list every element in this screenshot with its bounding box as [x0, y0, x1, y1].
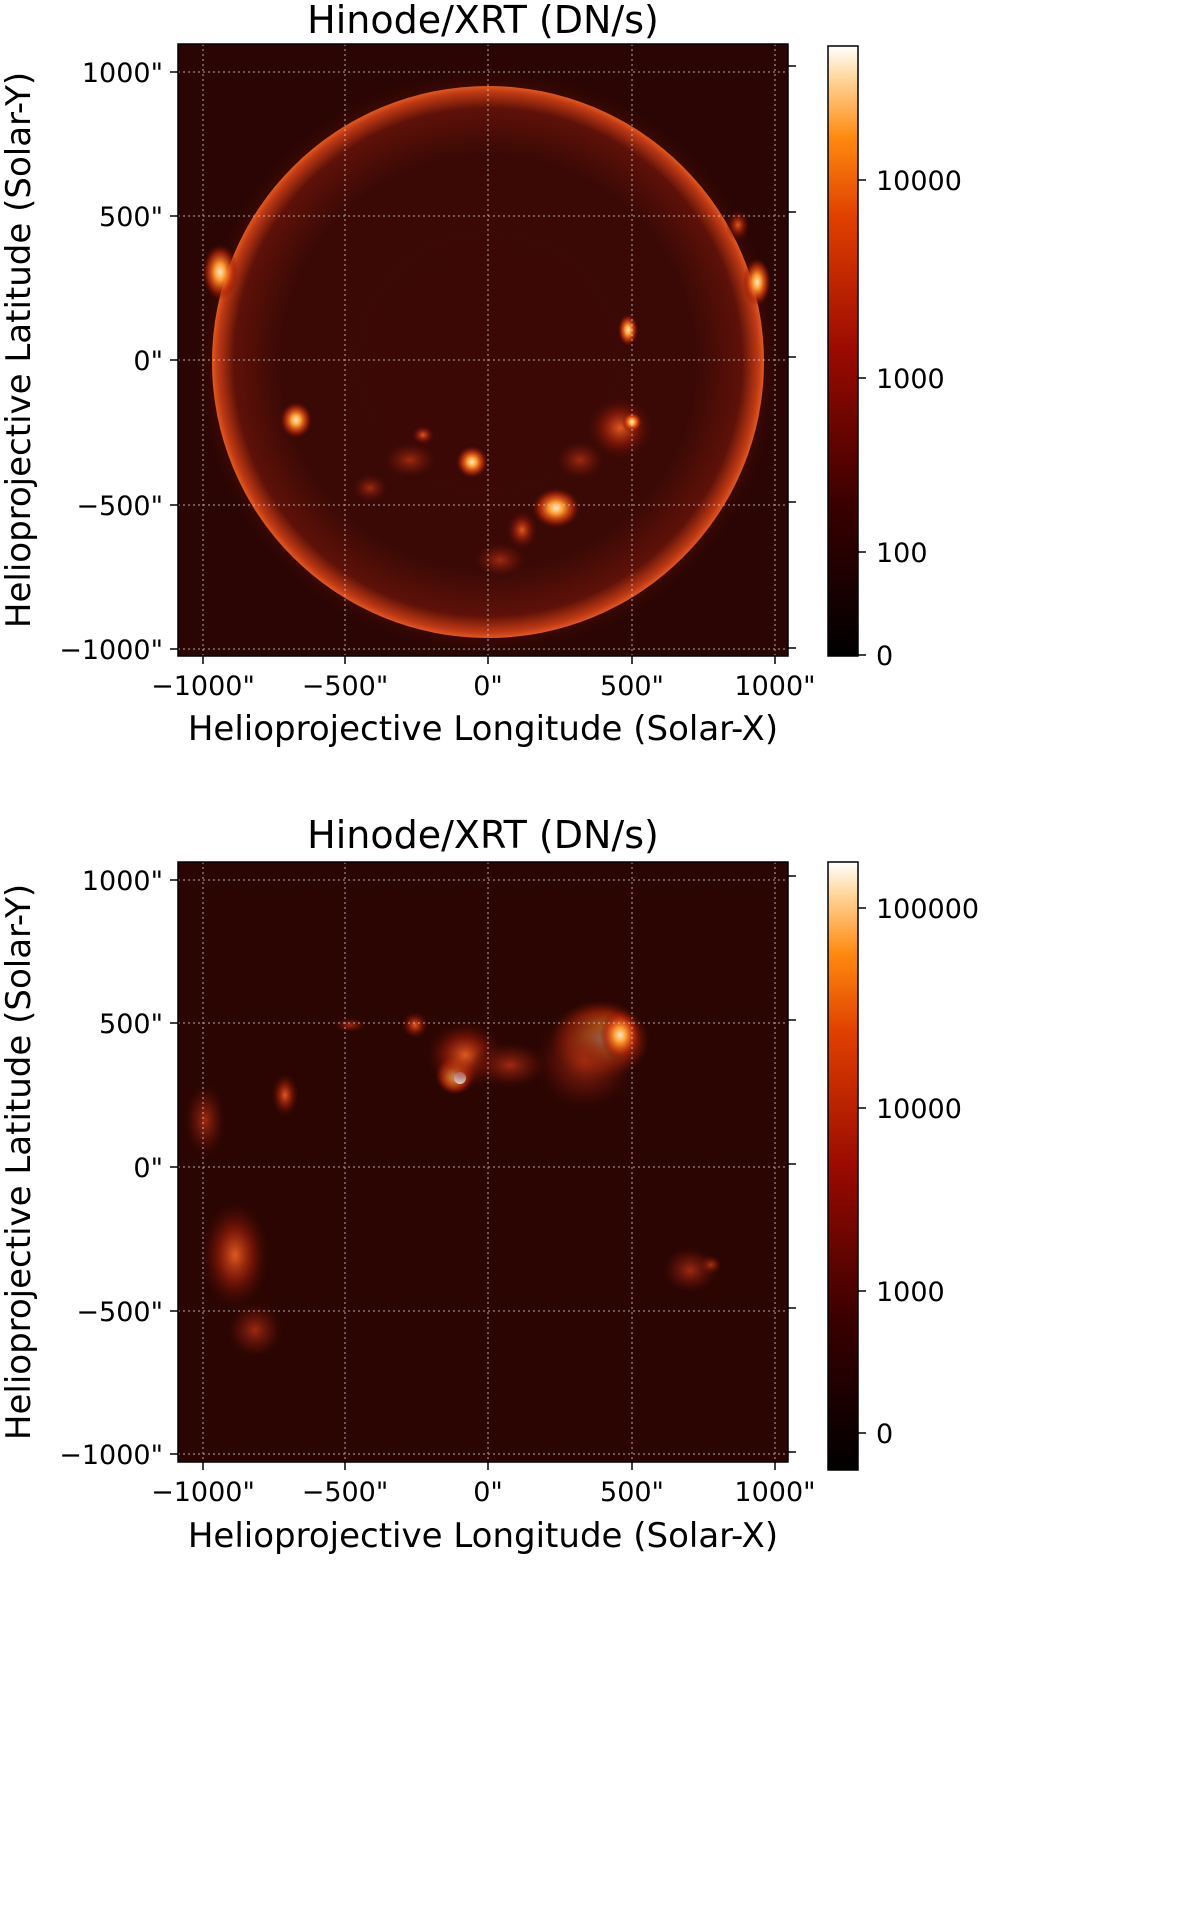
- colorbar-tick-label: 10000: [876, 166, 962, 197]
- panel-1: Hinode/XRT (DN/s): [0, 0, 962, 749]
- panel-1-frame: [177, 43, 789, 657]
- panel-1-x-tick-labels: −1000" −500" 0" 500" 1000": [151, 671, 815, 702]
- x-tick-label: −1000": [151, 1477, 255, 1508]
- panel-2-title: Hinode/XRT (DN/s): [307, 813, 659, 857]
- x-tick-label: 500": [600, 671, 664, 702]
- panel-2-grid: [178, 862, 788, 1462]
- x-tick-label: 1000": [734, 1477, 815, 1508]
- y-tick-label: 500": [99, 202, 163, 233]
- panel-2-image: [178, 862, 788, 1462]
- panel-1-image: [178, 44, 788, 656]
- y-tick-label: 0": [133, 1153, 163, 1184]
- panel-1-colorbar: 10000 1000 100 0: [827, 45, 962, 672]
- panel-1-ylabel: Helioprojective Latitude (Solar-Y): [0, 72, 39, 628]
- panel-2-x-tick-labels: −1000" −500" 0" 500" 1000": [151, 1477, 815, 1508]
- y-tick-label: −500": [76, 491, 163, 522]
- x-tick-label: −1000": [151, 671, 255, 702]
- colorbar: [827, 861, 859, 1471]
- panel-2-frame: [177, 861, 789, 1463]
- colorbar-tick-label: 1000: [876, 364, 945, 395]
- panel-1-y-tick-labels: 1000" 500" 0" −500" −1000": [59, 58, 163, 666]
- panel-1-xlabel: Helioprojective Longitude (Solar-X): [188, 709, 778, 749]
- colorbar: [827, 45, 859, 657]
- colorbar-tick-label: 0: [876, 641, 893, 672]
- panel-2-y-tick-labels: 1000" 500" 0" −500" −1000": [59, 866, 163, 1471]
- y-tick-label: 500": [99, 1009, 163, 1040]
- panel-2-ylabel: Helioprojective Latitude (Solar-Y): [0, 884, 39, 1440]
- x-tick-label: 0": [473, 671, 503, 702]
- panel-1-grid: [178, 44, 788, 656]
- y-tick-label: −1000": [59, 635, 163, 666]
- panel-2: Hinode/XRT (DN/s): [0, 813, 979, 1556]
- panel-2-xlabel: Helioprojective Longitude (Solar-X): [188, 1516, 778, 1556]
- panel-2-ticks: [170, 875, 796, 1470]
- panel-1-ticks: [170, 65, 796, 664]
- x-tick-label: −500": [302, 671, 389, 702]
- x-tick-label: 0": [473, 1477, 503, 1508]
- colorbar-tick-label: 1000: [876, 1277, 945, 1308]
- x-tick-label: 500": [600, 1477, 664, 1508]
- x-tick-label: −500": [302, 1477, 389, 1508]
- x-tick-label: 1000": [734, 671, 815, 702]
- colorbar-tick-label: 100000: [876, 894, 979, 925]
- colorbar-tick-label: 100: [876, 538, 928, 569]
- colorbar-tick-label: 10000: [876, 1094, 962, 1125]
- y-tick-label: 1000": [82, 866, 163, 897]
- colorbar-tick-label: 0: [876, 1419, 893, 1450]
- panel-1-title: Hinode/XRT (DN/s): [307, 0, 659, 42]
- y-tick-label: 0": [133, 346, 163, 377]
- panel-2-colorbar: 100000 10000 1000 0: [827, 861, 979, 1471]
- y-tick-label: −1000": [59, 1440, 163, 1471]
- y-tick-label: 1000": [82, 58, 163, 89]
- y-tick-label: −500": [76, 1297, 163, 1328]
